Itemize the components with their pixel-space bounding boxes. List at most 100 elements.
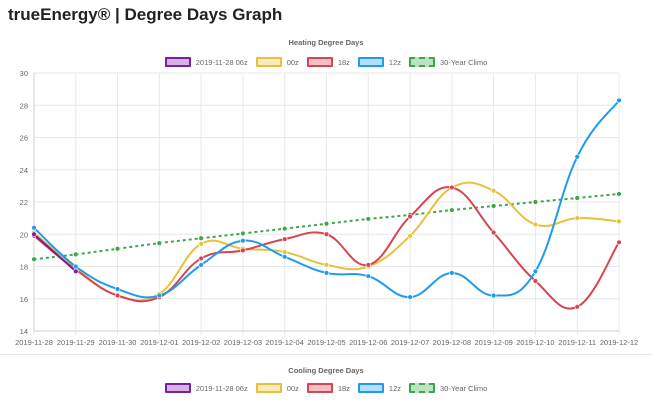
cooling-legend-label-00z: 00z: [286, 383, 299, 393]
y-tick-label: 26: [20, 134, 28, 143]
cooling-legend-swatch-00z: [255, 383, 282, 393]
x-tick-label: 2019-12-01: [140, 338, 178, 347]
data-point-18z: [198, 255, 204, 262]
heating-legend-label-06z: 2019-11-28 06z: [195, 57, 248, 67]
data-point-00z: [574, 215, 580, 221]
data-point-18z: [574, 304, 580, 310]
data-point-12z: [240, 238, 246, 244]
y-tick-label: 22: [20, 198, 28, 207]
data-point-06z: [31, 231, 37, 237]
heating-legend-swatch-climo: [409, 57, 435, 67]
data-point-12z: [532, 268, 539, 275]
data-point-18z: [449, 184, 455, 191]
data-point-climo: [31, 256, 37, 262]
x-tick-label: 2019-12-09: [474, 338, 512, 347]
x-tick-label: 2019-12-10: [516, 338, 554, 347]
data-point-00z: [323, 262, 330, 268]
data-point-18z: [490, 229, 497, 236]
heating-chart: 14 16 18 20 22 24 26 28 30 2019-11-28 2019-11-29 20…: [15, 69, 638, 347]
heating-legend-label-18z: 18z: [337, 57, 350, 67]
data-point-12z: [323, 270, 330, 276]
data-point-climo: [532, 199, 539, 205]
data-point-18z: [532, 278, 539, 284]
cooling-legend-swatch-06z: [164, 383, 191, 393]
y-tick-label: 16: [20, 295, 28, 304]
cooling-legend-item-climo[interactable]: 30-Year Climo: [409, 383, 487, 393]
data-point-06z: [73, 268, 79, 275]
heating-legend-swatch-12z: [357, 57, 384, 67]
cooling-legend-item-06z[interactable]: 2019-11-28 06z: [164, 383, 248, 393]
data-point-12z: [198, 262, 204, 268]
data-point-climo: [240, 230, 246, 237]
y-tick-label: 28: [20, 101, 28, 110]
cooling-legend-label-18z: 18z: [337, 383, 350, 393]
data-point-12z: [449, 270, 455, 276]
data-point-00z: [490, 188, 497, 194]
heating-legend-item-06z[interactable]: 2019-11-28 06z: [164, 57, 248, 67]
cooling-chart-title: Cooling Degree Days: [288, 366, 364, 375]
x-tick-label: 2019-12-08: [433, 338, 471, 347]
data-point-18z: [114, 292, 121, 299]
heating-legend-item-12z[interactable]: 12z: [357, 57, 401, 67]
data-point-12z: [407, 294, 413, 300]
heating-legend-swatch-18z: [306, 57, 333, 67]
x-tick-label: 2019-11-30: [99, 338, 137, 347]
data-point-18z: [407, 213, 413, 220]
data-point-00z: [407, 233, 413, 239]
data-point-climo: [574, 195, 580, 201]
heating-legend-item-00z[interactable]: 00z: [255, 57, 299, 67]
data-point-18z: [323, 231, 330, 237]
data-point-18z: [616, 239, 622, 246]
data-point-12z: [282, 254, 288, 260]
app-title: trueEnergy® | Degree Days Graph: [8, 5, 283, 24]
heating-legend-label-climo: 30-Year Climo: [440, 57, 488, 67]
heating-chart-title: Heating Degree Days: [288, 38, 364, 47]
cooling-legend-item-00z[interactable]: 00z: [255, 383, 299, 393]
x-tick-label: 2019-12-02: [182, 338, 220, 347]
data-point-climo: [490, 203, 497, 209]
data-point-12z: [73, 263, 79, 270]
x-tick-label: 2019-12-06: [349, 338, 387, 347]
heating-legend-label-00z: 00z: [286, 57, 299, 67]
heating-legend-swatch-00z: [255, 57, 282, 67]
y-tick-label: 24: [20, 166, 28, 175]
cooling-legend-item-18z[interactable]: 18z: [306, 383, 350, 393]
x-tick-label: 2019-12-11: [558, 338, 596, 347]
cooling-legend-item-12z[interactable]: 12z: [357, 383, 401, 393]
data-point-18z: [240, 247, 246, 254]
x-tick-label: 2019-12-12: [600, 338, 638, 347]
heating-legend-item-18z[interactable]: 18z: [306, 57, 350, 67]
heating-legend-label-12z: 12z: [388, 57, 401, 67]
x-tick-label: 2019-12-04: [266, 338, 304, 347]
x-tick-label: 2019-11-29: [57, 338, 95, 347]
data-point-00z: [198, 241, 204, 247]
y-tick-label: 14: [20, 327, 28, 336]
x-tick-label: 2019-12-05: [307, 338, 345, 347]
data-point-climo: [365, 216, 371, 222]
data-point-climo: [156, 240, 163, 246]
cooling-legend: 2019-11-28 06z 00z 18z 12z 30-Year Climo: [0, 383, 652, 393]
data-point-12z: [114, 286, 121, 292]
heating-legend-swatch-06z: [164, 57, 191, 67]
data-point-18z: [282, 236, 288, 242]
cooling-legend-label-12z: 12z: [388, 383, 401, 393]
cooling-legend-swatch-climo: [409, 383, 435, 393]
x-tick-label: 2019-11-28: [15, 338, 53, 347]
data-point-climo: [282, 225, 288, 232]
data-point-18z: [365, 262, 371, 268]
y-tick-label: 20: [20, 230, 28, 239]
y-tick-label: 30: [20, 69, 28, 78]
data-point-00z: [282, 249, 288, 255]
x-tick-label: 2019-12-03: [224, 338, 262, 347]
series-line-18z: [33, 186, 620, 310]
data-point-climo: [449, 207, 455, 213]
data-point-climo: [323, 221, 330, 227]
data-point-climo: [198, 235, 204, 241]
y-tick-label: 18: [20, 263, 28, 272]
data-point-climo: [616, 191, 622, 197]
data-point-12z: [490, 292, 497, 299]
data-point-12z: [156, 292, 163, 299]
data-point-00z: [532, 221, 539, 228]
heating-legend-item-climo[interactable]: 30-Year Climo: [409, 57, 487, 67]
cooling-legend-swatch-18z: [306, 383, 333, 393]
